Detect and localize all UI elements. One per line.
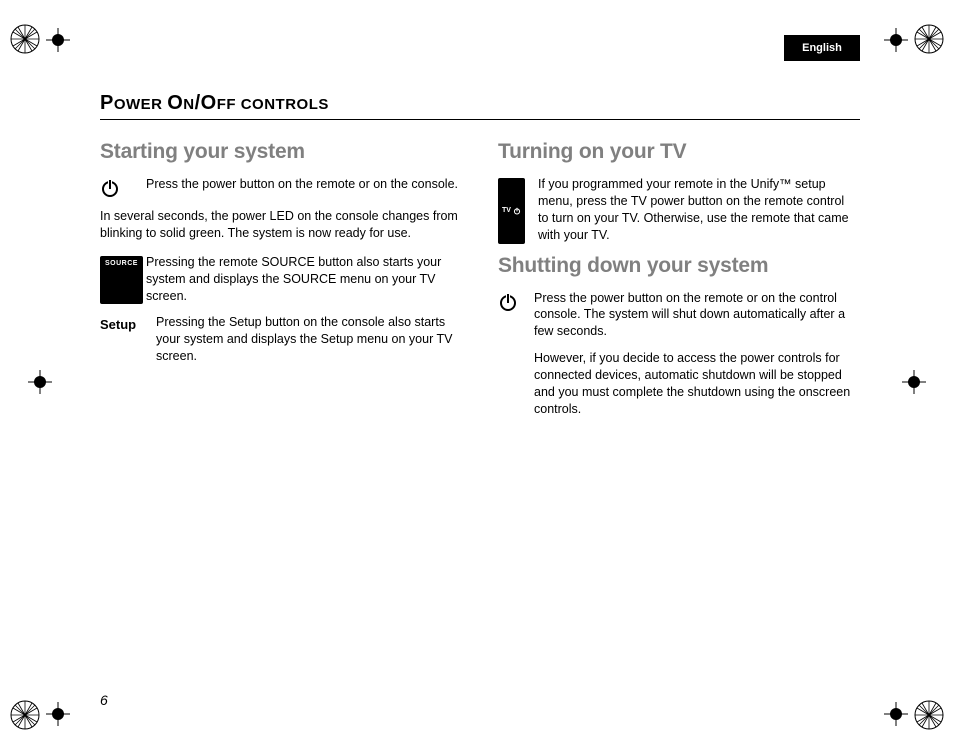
section-title-block: POWER ON/OFF CONTROLS bbox=[100, 92, 860, 120]
tv-text: If you programmed your remote in the Uni… bbox=[538, 176, 858, 244]
title-rule bbox=[100, 119, 860, 120]
setup-label-cell: Setup bbox=[100, 314, 146, 365]
printers-mark-circle bbox=[912, 698, 946, 732]
source-row: SOURCE Pressing the remote SOURCE button… bbox=[100, 254, 460, 305]
title-frag: FF bbox=[217, 96, 236, 113]
source-text: Pressing the remote SOURCE button also s… bbox=[146, 254, 460, 305]
language-tab: English bbox=[784, 35, 860, 61]
source-button-icon: SOURCE bbox=[100, 254, 136, 305]
shutdown-text: Press the power button on the remote or … bbox=[534, 290, 858, 341]
power-icon bbox=[100, 176, 136, 198]
tv-button-icon: TV bbox=[498, 176, 528, 244]
shutdown-note: However, if you decide to access the pow… bbox=[534, 350, 858, 418]
section-title: POWER ON/OFF CONTROLS bbox=[100, 92, 860, 119]
printers-mark-cross bbox=[46, 28, 70, 52]
subhead-shutdown: Shutting down your system bbox=[498, 254, 858, 278]
para-led: In several seconds, the power LED on the… bbox=[100, 208, 460, 242]
printers-mark-cross bbox=[28, 370, 52, 394]
power-row: Press the power button on the remote or … bbox=[100, 176, 460, 198]
title-frag: P bbox=[100, 92, 114, 114]
source-button-label: SOURCE bbox=[100, 256, 143, 305]
printers-mark-circle bbox=[912, 22, 946, 56]
power-text: Press the power button on the remote or … bbox=[146, 176, 458, 198]
page-number: 6 bbox=[100, 692, 108, 708]
shutdown-note-row: However, if you decide to access the pow… bbox=[498, 350, 858, 418]
title-frag: N bbox=[183, 96, 194, 113]
title-frag: OWER bbox=[114, 96, 167, 113]
title-frag: /O bbox=[195, 92, 217, 114]
printers-mark-circle bbox=[8, 698, 42, 732]
setup-label: Setup bbox=[100, 316, 136, 365]
printers-mark-cross bbox=[884, 28, 908, 52]
spacer bbox=[498, 350, 524, 418]
printers-mark-cross bbox=[46, 702, 70, 726]
page-content: English POWER ON/OFF CONTROLS Starting y… bbox=[100, 30, 860, 428]
printers-mark-cross bbox=[902, 370, 926, 394]
right-column: Turning on your TV TV If you programmed … bbox=[498, 134, 858, 428]
columns: Starting your system Press the power but… bbox=[100, 134, 860, 428]
tv-btn-text: TV bbox=[502, 206, 511, 215]
tv-row: TV If you programmed your remote in the … bbox=[498, 176, 858, 244]
power-icon bbox=[498, 290, 524, 341]
title-frag: CONTROLS bbox=[236, 96, 329, 113]
printers-mark-circle bbox=[8, 22, 42, 56]
tv-button-label: TV bbox=[498, 178, 525, 244]
left-column: Starting your system Press the power but… bbox=[100, 134, 460, 428]
shutdown-power-row: Press the power button on the remote or … bbox=[498, 290, 858, 341]
title-frag: O bbox=[167, 92, 183, 114]
subhead-tv: Turning on your TV bbox=[498, 140, 858, 164]
subhead-starting: Starting your system bbox=[100, 140, 460, 164]
setup-row: Setup Pressing the Setup button on the c… bbox=[100, 314, 460, 365]
setup-text: Pressing the Setup button on the console… bbox=[156, 314, 460, 365]
printers-mark-cross bbox=[884, 702, 908, 726]
